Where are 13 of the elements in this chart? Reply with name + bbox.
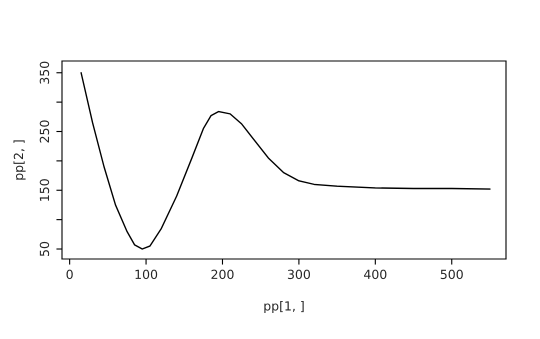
y-tick-label: 50 [40, 242, 50, 256]
x-tick-label: 500 [440, 270, 463, 280]
y-axis-title: pp[2, ] [14, 140, 26, 180]
x-tick-label: 200 [211, 270, 234, 280]
x-tick-label: 300 [288, 270, 310, 280]
y-tick-label: 350 [40, 62, 50, 84]
line-series [80, 72, 491, 250]
x-tick-label: 100 [136, 270, 158, 280]
x-axis-title: pp[1, ] [264, 300, 304, 314]
x-tick-label: 0 [66, 270, 73, 280]
y-tick-label: 150 [40, 179, 50, 201]
y-tick-label: 250 [40, 120, 50, 143]
x-tick-label: 400 [364, 270, 386, 280]
